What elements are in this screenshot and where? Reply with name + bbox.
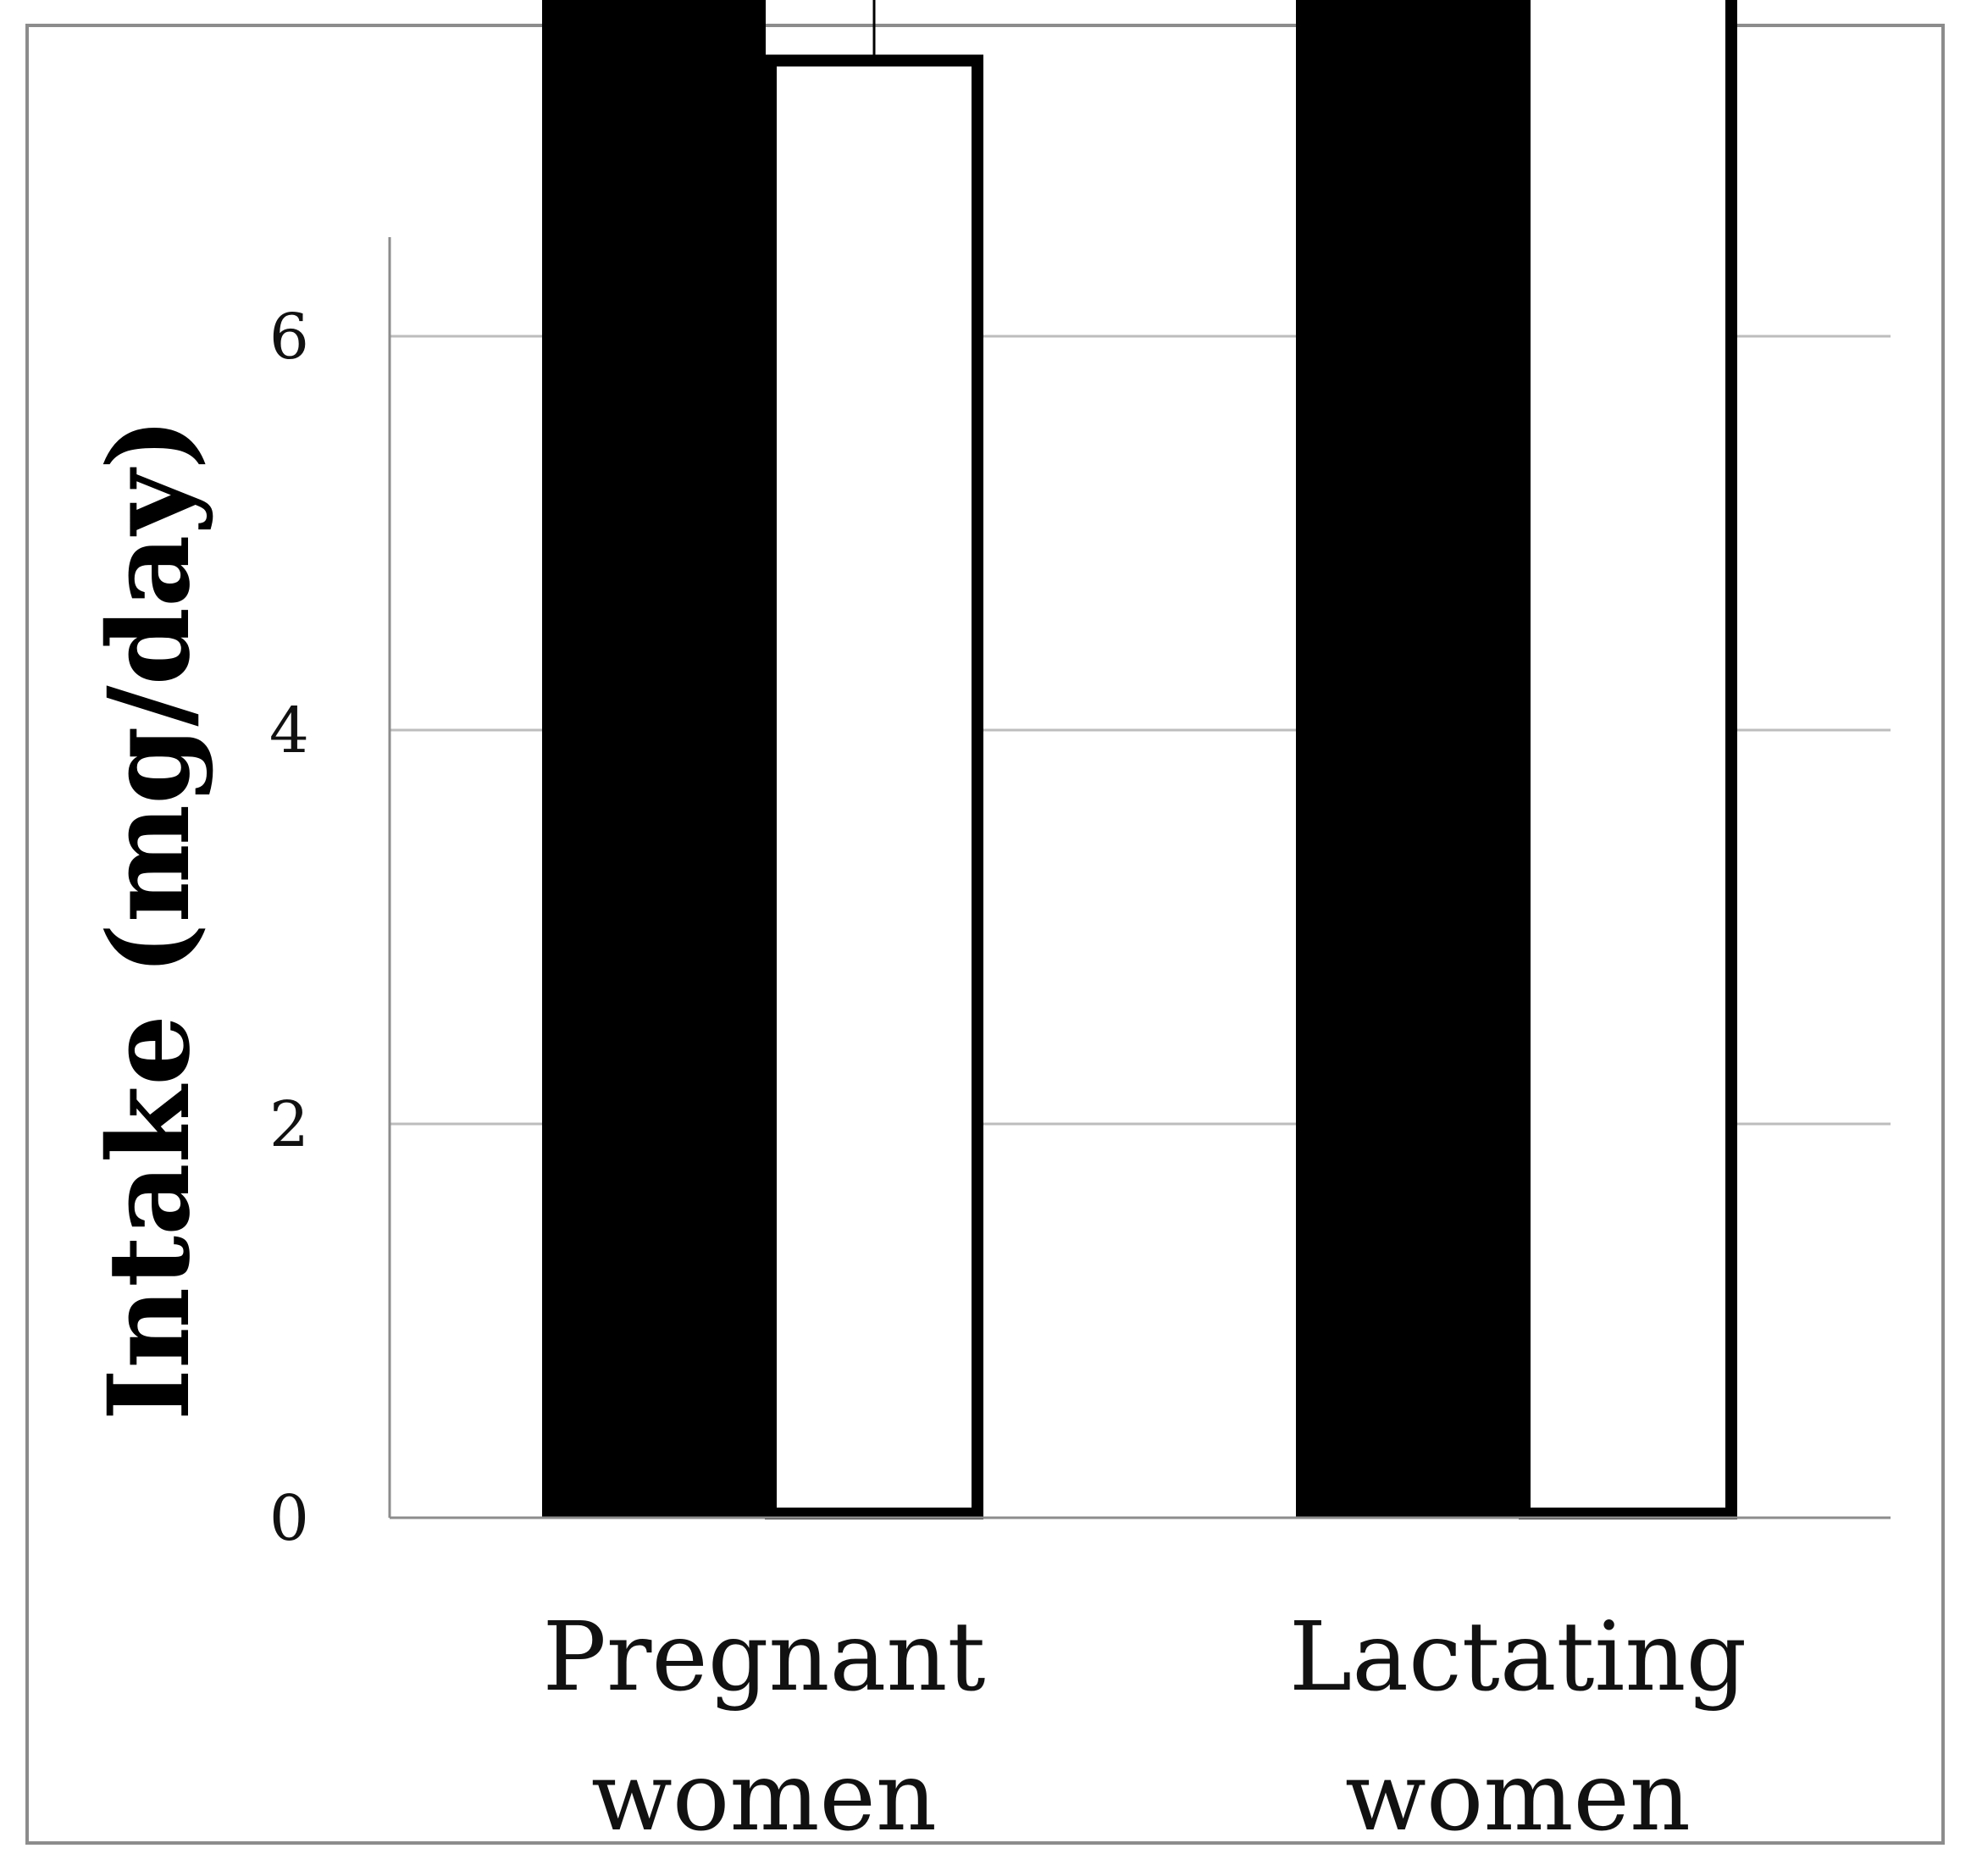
x-category-label: women (1345, 1742, 1691, 1852)
y-tick-label: 6 (269, 301, 309, 374)
bar-series-1 (542, 0, 766, 1518)
bar-series-2 (1519, 0, 1737, 1519)
x-category-label: Lactating (1289, 1602, 1747, 1713)
axes (388, 237, 1891, 1519)
bars (542, 0, 1737, 1519)
y-tick-label: 0 (269, 1482, 309, 1555)
bar-series-2 (765, 54, 983, 1519)
y-tick-label: 2 (269, 1088, 309, 1161)
y-axis-title: Intake (mg/day) (84, 417, 215, 1420)
x-category-label: Pregnant (543, 1602, 986, 1713)
bar-series-1 (1296, 0, 1520, 1518)
x-category-label: women (591, 1742, 937, 1852)
labels: 024681012PregnantwomenLactatingwomenInta… (84, 301, 1747, 1852)
y-tick-label: 4 (269, 695, 309, 767)
